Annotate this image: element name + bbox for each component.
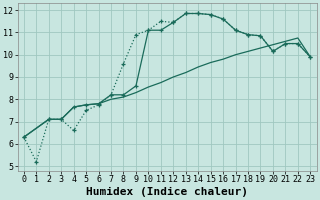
- X-axis label: Humidex (Indice chaleur): Humidex (Indice chaleur): [86, 186, 248, 197]
